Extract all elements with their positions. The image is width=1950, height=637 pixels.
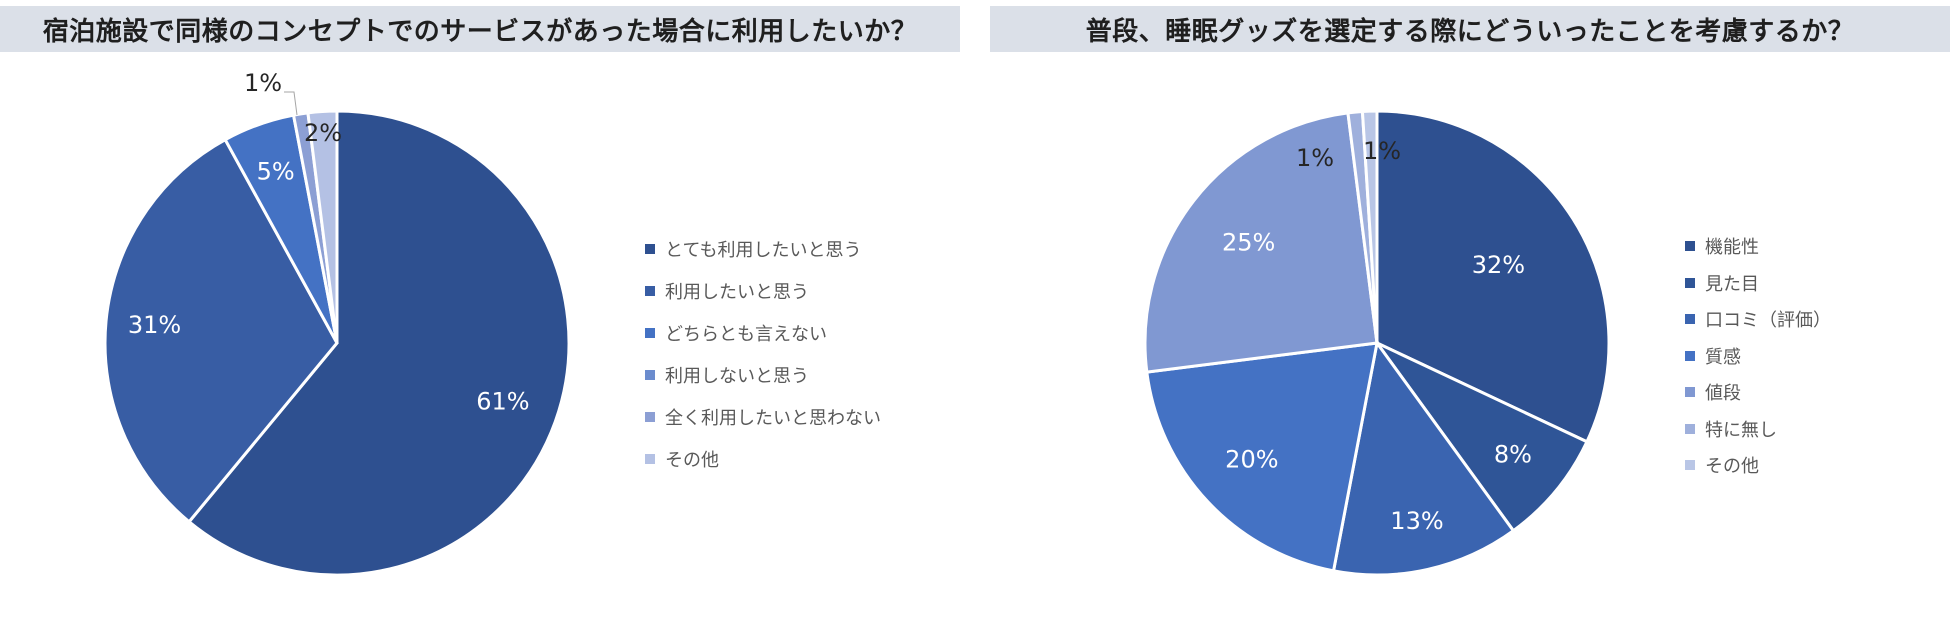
data-label: 1%: [1296, 144, 1334, 172]
chart-panel-right: 普段、睡眠グッズを選定する際にどういったことを考慮するか？ 32% 8% 13% 20…: [990, 0, 1950, 637]
legend-item: 機能性: [1685, 228, 1831, 265]
pie-slice: [103, 137, 339, 524]
legend-item: その他: [1685, 447, 1831, 484]
data-label: 32%: [1472, 251, 1525, 279]
legend-swatch: [1685, 241, 1695, 252]
legend-label: 質感: [1705, 346, 1741, 368]
legend-swatch: [1685, 277, 1695, 288]
leader-line: [284, 91, 298, 116]
legend-swatch: [1685, 460, 1695, 471]
pie-slice: [1360, 109, 1379, 344]
legend-swatch: [645, 286, 655, 296]
legend-item: 利用しないと思う: [645, 354, 881, 396]
legend-label: その他: [665, 450, 719, 471]
data-label: 1%: [1363, 137, 1401, 165]
legend-label: 特に無し: [1705, 419, 1777, 441]
chart-panel-left: 宿泊施設で同様のコンセプトでのサービスがあった場合に利用したいか？ 61% 31%…: [0, 0, 960, 637]
data-label: 13%: [1390, 507, 1443, 535]
legend-swatch: [1685, 350, 1695, 361]
data-label: 25%: [1222, 228, 1275, 256]
legend-swatch: [645, 370, 655, 380]
pie-chart-left: 61% 31% 5% 1% 2%: [103, 69, 571, 577]
legend-swatch: [645, 328, 655, 338]
legend-label: どちらとも言えない: [665, 324, 827, 345]
legend-label: 値段: [1705, 383, 1741, 405]
pie-slice: [1145, 341, 1379, 573]
legend-swatch: [1685, 387, 1695, 398]
legend-label: 全く利用したいと思わない: [665, 408, 881, 429]
legend-label: 機能性: [1705, 237, 1759, 259]
legend-item: 値段: [1685, 374, 1831, 411]
legend-item: とても利用したいと思う: [645, 228, 881, 270]
chart-title: 普段、睡眠グッズを選定する際にどういったことを考慮するか？: [990, 6, 1950, 52]
legend-swatch: [1685, 314, 1695, 325]
chart-legend: 機能性見た目口コミ（評価） 質感値段特に無しその他: [1685, 228, 1831, 484]
data-label: 2%: [304, 119, 342, 147]
legend-item: 質感: [1685, 338, 1831, 375]
chart-legend: とても利用したいと思う 利用したいと思う どちらとも言えない 利用しないと思う全く利用…: [645, 228, 881, 480]
pie-slice: [1375, 109, 1611, 444]
legend-item: その他: [645, 438, 881, 480]
pie-slice: [1331, 339, 1516, 577]
legend-swatch: [645, 244, 655, 254]
pie-slice: [1143, 111, 1379, 374]
pie-slice: [187, 109, 571, 577]
legend-item: 全く利用したいと思わない: [645, 396, 881, 438]
legend-item: 特に無し: [1685, 411, 1831, 448]
legend-label: 口コミ（評価）: [1705, 310, 1831, 332]
data-label: 20%: [1225, 446, 1278, 474]
legend-label: その他: [1705, 456, 1759, 478]
legend-label: とても利用したいと思う: [665, 240, 862, 261]
pie-slice: [306, 109, 339, 344]
legend-label: 見た目: [1705, 273, 1759, 295]
pie-slice: [1375, 341, 1589, 533]
data-label: 5%: [257, 158, 295, 186]
legend-label: 利用しないと思う: [665, 366, 809, 387]
pie-chart-right: 32% 8% 13% 20% 25% 1% 1%: [1143, 109, 1611, 577]
chart-title: 宿泊施設で同様のコンセプトでのサービスがあった場合に利用したいか？: [0, 6, 960, 52]
legend-swatch: [1685, 423, 1695, 434]
legend-item: 利用したいと思う: [645, 270, 881, 312]
legend-item: 口コミ（評価）: [1685, 301, 1831, 338]
legend-item: 見た目: [1685, 265, 1831, 302]
data-label: 61%: [476, 388, 529, 416]
legend-label: 利用したいと思う: [665, 282, 809, 303]
legend-swatch: [645, 412, 655, 422]
data-label: 8%: [1494, 440, 1532, 468]
data-label: 31%: [128, 311, 181, 339]
legend-item: どちらとも言えない: [645, 312, 881, 354]
legend-swatch: [645, 454, 655, 464]
data-label: 1%: [244, 69, 282, 97]
